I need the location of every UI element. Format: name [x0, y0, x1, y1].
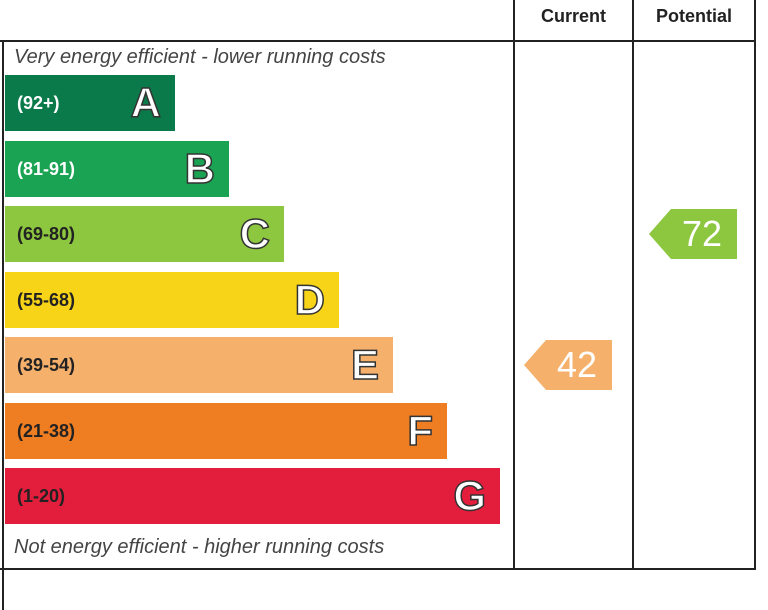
band-letter-label: A — [130, 78, 162, 127]
column-header-potential: Potential — [655, 6, 732, 26]
band-c: (69-80) C — [5, 206, 284, 262]
divider-potential — [632, 0, 634, 570]
rating-arrow-shape — [649, 209, 737, 259]
band-letter-label: C — [239, 209, 271, 258]
band-range-label: (1-20) — [17, 486, 66, 506]
rating-arrow-shape — [524, 340, 612, 390]
band-letter-label: F — [407, 406, 434, 455]
band-a: (92+) A — [5, 75, 175, 131]
bottom-caption: Not energy efficient - higher running co… — [14, 536, 385, 558]
left-border — [2, 40, 4, 610]
rating-arrow-potential: 72 — [649, 209, 737, 259]
column-header-current: Current — [540, 6, 606, 26]
rating-value: 72 — [681, 213, 723, 254]
rating-arrow-polygon — [524, 340, 612, 390]
band-letter-label: D — [294, 275, 326, 324]
rating-value: 42 — [556, 344, 598, 385]
band-range-label: (81-91) — [17, 158, 76, 179]
band-range-label: (39-54) — [17, 355, 76, 375]
divider-current — [513, 0, 515, 570]
rating-arrow-polygon — [649, 209, 737, 259]
band-range-label: (92+) — [17, 93, 60, 113]
rating-arrow-current: 42 — [524, 340, 612, 390]
band-range-label: (69-80) — [17, 224, 76, 244]
header-divider — [0, 40, 756, 42]
band-range-label: (55-68) — [17, 289, 76, 310]
band-b: (81-91) B — [5, 140, 229, 197]
band-letter-label: B — [184, 144, 216, 193]
band-g: (1-20) G — [5, 468, 500, 524]
bottom-divider — [0, 568, 756, 570]
right-border — [754, 0, 756, 570]
band-letter-label: E — [350, 340, 380, 389]
band-e: (39-54) E — [5, 337, 393, 393]
band-d: (55-68) D — [5, 271, 339, 328]
band-range-label: (21-38) — [17, 420, 76, 441]
band-f: (21-38) F — [5, 402, 447, 459]
band-letter-label: G — [453, 471, 487, 520]
top-caption: Very energy efficient - lower running co… — [14, 46, 386, 68]
